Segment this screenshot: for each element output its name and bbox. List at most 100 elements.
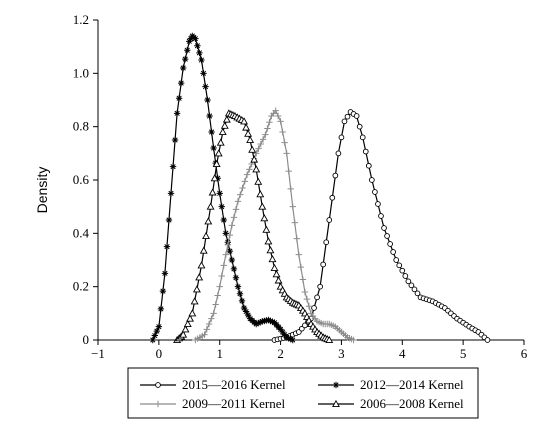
series-point: [195, 273, 204, 281]
series-point: [196, 49, 203, 57]
series-point: [232, 274, 240, 281]
series-point: [387, 241, 393, 247]
series-point: [222, 251, 229, 258]
series-point: [199, 246, 208, 254]
series-point: [236, 290, 244, 297]
series-point: [210, 144, 217, 152]
series-point: [260, 214, 269, 222]
series-point: [268, 254, 277, 263]
series-point: [253, 150, 260, 157]
series-point: [208, 188, 217, 196]
series-point: [266, 119, 273, 126]
series-point: [274, 112, 282, 120]
series-point: [198, 56, 205, 64]
series-point: [212, 159, 221, 168]
series-point: [338, 134, 345, 141]
series-point: [240, 304, 248, 312]
legend-entry-1: 2015—2016 Kernel: [140, 377, 286, 392]
y-tick-label: 0.8: [73, 119, 89, 134]
series-point: [203, 326, 210, 333]
series-point: [269, 318, 276, 325]
series-point: [243, 171, 251, 178]
series-point: [266, 246, 275, 254]
series-point: [232, 206, 240, 213]
series-point: [257, 140, 264, 148]
series-point: [208, 128, 215, 136]
series-point: [262, 225, 271, 233]
series-point: [262, 131, 269, 138]
series-point: [228, 256, 236, 264]
series-point: [303, 295, 311, 303]
legend-box: [127, 367, 479, 419]
series-point: [390, 249, 397, 255]
legend-label: 2009—2011 Kernel: [182, 396, 286, 411]
series-point: [254, 177, 263, 185]
x-tick-label: −1: [91, 346, 105, 361]
legend: 2015—2016 Kernel 2012—2014 Kernel 2009—201…: [127, 367, 479, 419]
series-point: [350, 336, 357, 344]
series-point: [362, 148, 369, 155]
series-point: [267, 317, 274, 325]
series-point: [214, 149, 223, 157]
series-point: [252, 165, 261, 173]
series-point: [393, 257, 400, 263]
series-point: [289, 203, 296, 210]
series-point: [264, 237, 273, 245]
series-2: [149, 32, 296, 344]
series-point: [329, 194, 336, 201]
series-point: [248, 145, 257, 153]
series-point: [281, 139, 288, 146]
series-point: [220, 216, 227, 224]
series-point: [175, 95, 183, 102]
series-point: [293, 235, 300, 242]
series-point: [335, 150, 342, 157]
series-point: [264, 125, 271, 132]
series-point: [218, 272, 225, 280]
series-point: [250, 155, 259, 163]
series-point: [222, 115, 231, 123]
series-point: [192, 35, 199, 42]
series-point: [192, 285, 201, 293]
series-point: [226, 247, 234, 255]
series-point: [202, 83, 209, 90]
series-point: [265, 316, 272, 324]
series-point: [325, 335, 334, 344]
series-point: [289, 336, 296, 344]
series-point: [218, 127, 227, 136]
series-point: [257, 319, 264, 326]
series-point: [272, 270, 281, 278]
legend-entry-2: 2012—2014 Kernel: [318, 377, 464, 392]
series-point: [180, 64, 187, 72]
y-tick-label: 1.0: [73, 65, 89, 80]
series-point: [297, 263, 305, 271]
series-point: [295, 251, 303, 258]
series-point: [279, 328, 286, 336]
series-point: [283, 150, 290, 157]
series-point: [190, 297, 199, 305]
series-point: [224, 241, 232, 249]
series-point: [212, 301, 219, 308]
series-line: [152, 35, 293, 341]
series-3: [192, 107, 357, 344]
series-point: [274, 276, 283, 284]
series-point: [173, 110, 181, 117]
series-point: [241, 178, 249, 185]
series-point: [372, 189, 378, 195]
series-point: [405, 278, 412, 285]
series-point: [184, 47, 191, 54]
series-point: [384, 233, 390, 239]
series-point: [181, 325, 190, 333]
series-4: [173, 109, 334, 344]
series-point: [277, 118, 284, 125]
series-point: [187, 35, 195, 42]
series-point: [214, 175, 221, 182]
legend-marker: [154, 400, 162, 408]
legend-entry-3: 2009—2011 Kernel: [140, 396, 286, 411]
series-point: [201, 331, 208, 338]
series-point: [204, 217, 213, 225]
series-point: [239, 184, 246, 192]
series-point: [216, 190, 223, 197]
series-point: [375, 201, 381, 207]
series-point: [244, 311, 252, 319]
